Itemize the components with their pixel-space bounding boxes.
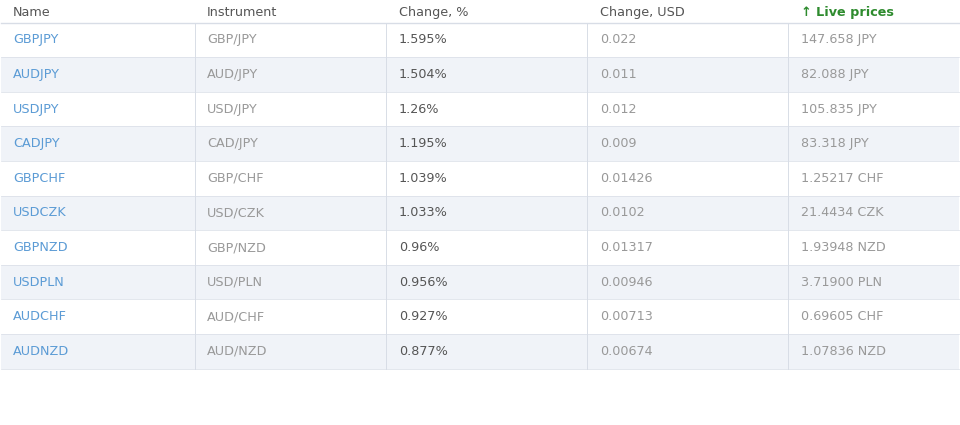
Text: AUDCHF: AUDCHF bbox=[12, 310, 67, 323]
Text: USDJPY: USDJPY bbox=[12, 102, 60, 116]
Text: USD/JPY: USD/JPY bbox=[207, 102, 258, 116]
Bar bbox=[1, 92, 959, 126]
Bar bbox=[1, 230, 959, 265]
Text: USD/CZK: USD/CZK bbox=[207, 207, 265, 219]
Text: AUD/JPY: AUD/JPY bbox=[207, 68, 258, 81]
Text: CAD/JPY: CAD/JPY bbox=[207, 137, 258, 150]
Text: 1.07836 NZD: 1.07836 NZD bbox=[801, 345, 886, 358]
Bar bbox=[1, 161, 959, 196]
Text: 1.93948 NZD: 1.93948 NZD bbox=[801, 241, 885, 254]
Text: Change, %: Change, % bbox=[398, 6, 468, 19]
Text: CADJPY: CADJPY bbox=[12, 137, 60, 150]
Bar bbox=[1, 57, 959, 92]
Text: AUDNZD: AUDNZD bbox=[12, 345, 69, 358]
Text: GBP/JPY: GBP/JPY bbox=[207, 33, 257, 46]
Text: ↑ Live prices: ↑ Live prices bbox=[801, 6, 894, 19]
Text: 82.088 JPY: 82.088 JPY bbox=[801, 68, 868, 81]
Text: 1.033%: 1.033% bbox=[398, 207, 447, 219]
Text: 0.96%: 0.96% bbox=[398, 241, 439, 254]
Bar bbox=[1, 126, 959, 161]
Text: GBP/CHF: GBP/CHF bbox=[207, 172, 264, 185]
Text: 0.69605 CHF: 0.69605 CHF bbox=[801, 310, 883, 323]
Text: AUDJPY: AUDJPY bbox=[12, 68, 60, 81]
Bar bbox=[1, 1, 959, 23]
Bar bbox=[1, 334, 959, 369]
Text: 105.835 JPY: 105.835 JPY bbox=[801, 102, 876, 116]
Text: Change, USD: Change, USD bbox=[600, 6, 684, 19]
Text: 0.00674: 0.00674 bbox=[600, 345, 652, 358]
Text: 0.927%: 0.927% bbox=[398, 310, 447, 323]
Text: 1.039%: 1.039% bbox=[398, 172, 447, 185]
Text: 0.956%: 0.956% bbox=[398, 276, 447, 289]
Text: 21.4434 CZK: 21.4434 CZK bbox=[801, 207, 883, 219]
Bar bbox=[1, 23, 959, 57]
Text: 0.877%: 0.877% bbox=[398, 345, 447, 358]
Text: 0.0102: 0.0102 bbox=[600, 207, 644, 219]
Bar bbox=[1, 300, 959, 334]
Text: GBPJPY: GBPJPY bbox=[12, 33, 59, 46]
Text: 1.595%: 1.595% bbox=[398, 33, 447, 46]
Text: Name: Name bbox=[12, 6, 51, 19]
Text: 1.26%: 1.26% bbox=[398, 102, 439, 116]
Text: 147.658 JPY: 147.658 JPY bbox=[801, 33, 876, 46]
Text: AUD/NZD: AUD/NZD bbox=[207, 345, 268, 358]
Text: Instrument: Instrument bbox=[207, 6, 277, 19]
Text: USDPLN: USDPLN bbox=[12, 276, 64, 289]
Text: 0.011: 0.011 bbox=[600, 68, 636, 81]
Text: 1.25217 CHF: 1.25217 CHF bbox=[801, 172, 883, 185]
Text: 3.71900 PLN: 3.71900 PLN bbox=[801, 276, 881, 289]
Bar bbox=[1, 265, 959, 300]
Text: 0.00713: 0.00713 bbox=[600, 310, 653, 323]
Text: GBP/NZD: GBP/NZD bbox=[207, 241, 266, 254]
Text: 0.01317: 0.01317 bbox=[600, 241, 653, 254]
Text: 0.009: 0.009 bbox=[600, 137, 636, 150]
Text: GBPNZD: GBPNZD bbox=[12, 241, 67, 254]
Text: 0.022: 0.022 bbox=[600, 33, 636, 46]
Text: 0.00946: 0.00946 bbox=[600, 276, 652, 289]
Text: AUD/CHF: AUD/CHF bbox=[207, 310, 265, 323]
Text: USD/PLN: USD/PLN bbox=[207, 276, 263, 289]
Text: USDCZK: USDCZK bbox=[12, 207, 66, 219]
Text: 0.012: 0.012 bbox=[600, 102, 636, 116]
Text: GBPCHF: GBPCHF bbox=[12, 172, 65, 185]
Bar bbox=[1, 196, 959, 230]
Text: 0.01426: 0.01426 bbox=[600, 172, 652, 185]
Text: 83.318 JPY: 83.318 JPY bbox=[801, 137, 869, 150]
Text: 1.504%: 1.504% bbox=[398, 68, 447, 81]
Text: 1.195%: 1.195% bbox=[398, 137, 447, 150]
